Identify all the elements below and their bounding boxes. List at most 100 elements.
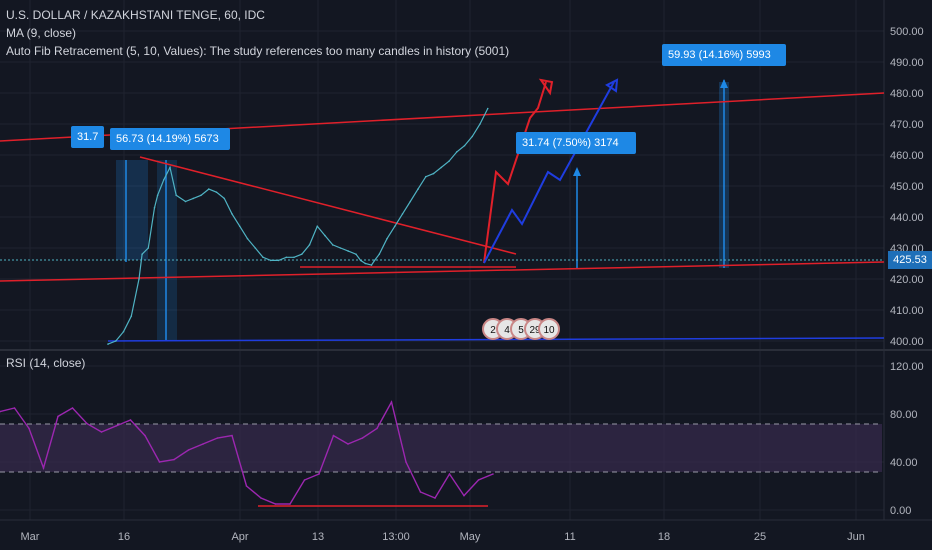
- rsi-point: [463, 494, 465, 497]
- rsi-point: [144, 434, 146, 437]
- time-tick-label: 13: [312, 531, 324, 543]
- price-point: [417, 188, 419, 190]
- time-tick-label: 13:00: [382, 531, 410, 543]
- rsi-point: [245, 485, 248, 487]
- time-tick-label: May: [460, 531, 481, 543]
- price-point: [440, 166, 443, 169]
- price-point: [409, 200, 412, 203]
- event-badges: 2 4 5 29 10: [482, 318, 560, 340]
- price-point: [448, 160, 450, 162]
- projection-blue: [483, 81, 615, 264]
- rsi-point: [260, 497, 262, 499]
- rsi-point: [318, 473, 320, 475]
- price-point: [293, 256, 295, 259]
- price-point: [192, 197, 195, 200]
- price-point: [316, 225, 319, 228]
- price-line: [107, 108, 489, 345]
- ma-legend: MA (9, close): [6, 26, 77, 40]
- rsi-point: [477, 479, 480, 481]
- measure-range-1: [116, 160, 148, 260]
- rsi-point: [187, 449, 190, 451]
- rsi-point: [115, 425, 117, 427]
- rsi-point: [347, 443, 349, 445]
- price-tick-label: 490.00: [890, 57, 924, 69]
- price-point: [207, 188, 210, 190]
- last-price-tag: 425.53: [888, 251, 932, 269]
- price-point: [223, 197, 226, 200]
- price-point: [331, 244, 334, 246]
- price-tick-label: 440.00: [890, 212, 924, 224]
- rsi-point: [332, 434, 335, 437]
- rsi-point: [129, 419, 132, 421]
- measure-range-2: [157, 160, 177, 340]
- price-point: [424, 175, 427, 178]
- trendline-lower-channel: [0, 261, 885, 282]
- price-axis-ticks: 500.00 490.00 480.00 470.00 460.00 450.00 440.…: [890, 26, 924, 348]
- price-point: [156, 194, 159, 197]
- price-point: [486, 107, 489, 110]
- time-tick-label: 25: [754, 531, 766, 543]
- price-point: [269, 259, 272, 262]
- measure-arrow-4: [720, 79, 728, 88]
- rsi-band: [0, 424, 882, 472]
- measure-label-1: 31.7: [71, 126, 105, 148]
- projection-red-arrowhead: [538, 78, 554, 96]
- time-tick-label: Mar: [21, 531, 40, 543]
- price-point: [285, 256, 288, 259]
- measure-label-3: 31.74 (7.50%) 3174: [516, 132, 636, 154]
- price-tick-label: 470.00: [890, 119, 924, 131]
- price-point: [163, 179, 165, 181]
- price-point: [401, 213, 404, 215]
- price-point: [339, 247, 342, 249]
- rsi-legend: RSI (14, close): [6, 356, 86, 370]
- price-point: [122, 330, 125, 333]
- price-point: [215, 191, 218, 193]
- price-point: [393, 225, 396, 228]
- trendline-descending: [139, 156, 517, 255]
- price-point: [169, 166, 171, 169]
- price-point: [308, 244, 311, 246]
- price-point: [432, 172, 435, 175]
- time-tick-label: 18: [658, 531, 670, 543]
- fib-legend: Auto Fib Retracement (5, 10, Values): Th…: [6, 44, 510, 58]
- measure-label-4: 59.93 (14.16%) 5993: [662, 44, 786, 66]
- price-point: [378, 253, 381, 255]
- price-point: [184, 200, 187, 203]
- rsi-point: [0, 410, 1, 413]
- rsi-point: [71, 407, 74, 409]
- rsi-point: [42, 467, 45, 469]
- price-tick-label: 410.00: [890, 305, 924, 317]
- price-tick-label: 480.00: [890, 88, 924, 100]
- rsi-point: [57, 415, 59, 418]
- price-point: [246, 237, 249, 240]
- rsi-point: [158, 461, 161, 463]
- rsi-point: [448, 473, 451, 475]
- projection-red: [483, 81, 547, 264]
- price-point: [147, 247, 150, 249]
- price-point: [359, 259, 362, 262]
- event-badge[interactable]: 10: [538, 318, 560, 340]
- price-point: [364, 262, 367, 265]
- price-point: [355, 253, 357, 255]
- rsi-point: [390, 401, 393, 403]
- rsi-point: [274, 503, 277, 505]
- rsi-tick-label: 80.00: [890, 409, 918, 421]
- rsi-tick-label: 120.00: [890, 361, 924, 373]
- time-tick-label: Apr: [231, 531, 248, 543]
- price-point: [138, 278, 140, 280]
- price-point: [231, 213, 233, 215]
- price-point: [200, 194, 202, 197]
- price-tick-label: 500.00: [890, 26, 924, 38]
- price-points: [107, 107, 489, 345]
- price-point: [153, 206, 156, 209]
- price-point: [277, 259, 280, 262]
- rsi-point: [202, 443, 204, 445]
- price-point: [130, 315, 133, 318]
- rsi-point: [303, 479, 306, 481]
- price-tick-label: 460.00: [890, 150, 924, 162]
- price-point: [324, 234, 326, 237]
- time-tick-label: 16: [118, 531, 130, 543]
- rsi-tick-label: 40.00: [890, 457, 918, 469]
- price-point: [254, 247, 257, 249]
